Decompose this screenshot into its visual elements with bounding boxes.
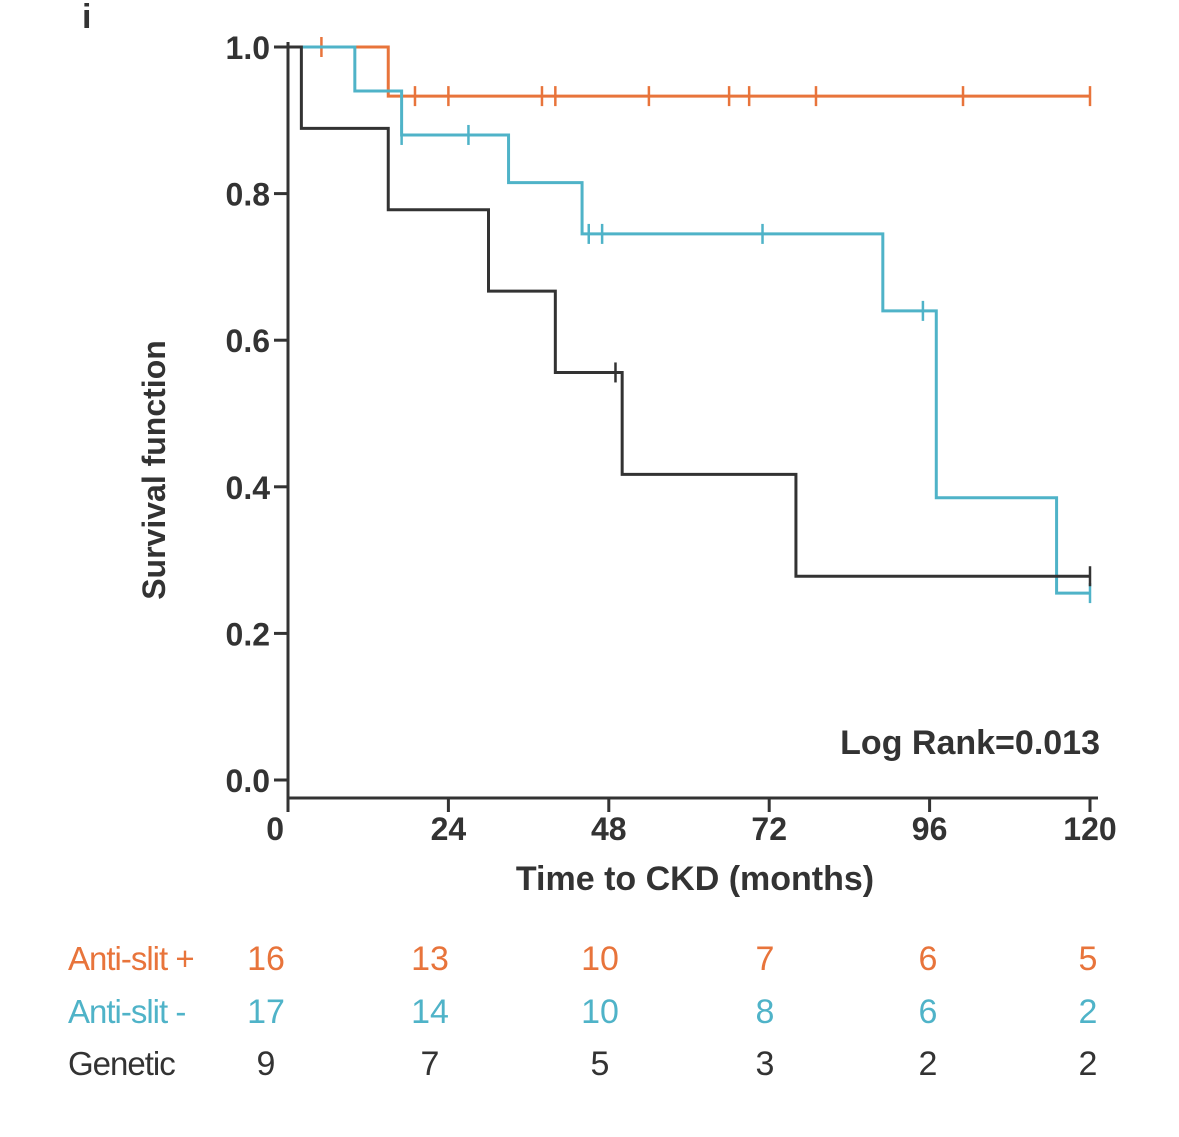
y-tick-label: 0.6 bbox=[226, 323, 270, 359]
risk-count: 10 bbox=[581, 940, 619, 978]
risk-count: 2 bbox=[1079, 1045, 1098, 1083]
survival-curve bbox=[288, 45, 1090, 98]
y-axis-title: Survival function bbox=[136, 340, 172, 600]
risk-count: 17 bbox=[247, 993, 285, 1031]
risk-count: 13 bbox=[411, 940, 449, 978]
risk-row-label: Anti-slit - bbox=[68, 993, 185, 1030]
series-layer bbox=[288, 37, 1092, 604]
survival-curve bbox=[288, 45, 1090, 578]
risk-row-label: Genetic bbox=[68, 1045, 175, 1082]
x-axis-title: Time to CKD (months) bbox=[516, 860, 874, 898]
x-tick-label: 0 bbox=[266, 811, 284, 847]
log-rank-annotation: Log Rank=0.013 bbox=[840, 724, 1100, 762]
risk-count: 7 bbox=[756, 940, 775, 978]
risk-count: 10 bbox=[581, 993, 619, 1031]
risk-count: 6 bbox=[919, 940, 938, 978]
risk-table: Anti-slit + 16 13 10 7 6 5 Anti-slit - 17 14 10 8 6 2… bbox=[68, 940, 1097, 1083]
risk-count: 6 bbox=[919, 993, 938, 1031]
risk-count: 8 bbox=[756, 993, 775, 1031]
axes: 0.0 0.2 0.4 0.6 0.8 1.0 0 24 48 72 96 120 bbox=[226, 30, 1117, 847]
y-tick-label: 0.8 bbox=[226, 177, 270, 213]
x-tick-label: 96 bbox=[912, 811, 948, 847]
series-anti-slit bbox=[288, 45, 1092, 604]
survival-curve bbox=[288, 45, 1090, 595]
series-genetic bbox=[288, 45, 1092, 587]
risk-count: 16 bbox=[247, 940, 285, 978]
risk-count: 3 bbox=[756, 1045, 775, 1083]
risk-count: 5 bbox=[591, 1045, 610, 1083]
x-tick-label: 24 bbox=[431, 811, 467, 847]
risk-count: 14 bbox=[411, 993, 449, 1031]
panel-label: i bbox=[82, 0, 91, 36]
y-tick-label: 0.2 bbox=[226, 616, 270, 652]
risk-count: 9 bbox=[257, 1045, 276, 1083]
y-tick-label: 1.0 bbox=[226, 30, 270, 66]
x-tick-label: 48 bbox=[591, 811, 627, 847]
y-tick-label: 0.0 bbox=[226, 763, 270, 799]
risk-count: 2 bbox=[919, 1045, 938, 1083]
risk-count: 5 bbox=[1079, 940, 1098, 978]
series-anti-slit bbox=[288, 37, 1092, 107]
y-tick-label: 0.4 bbox=[226, 470, 271, 506]
risk-count: 2 bbox=[1079, 993, 1098, 1031]
risk-row-label: Anti-slit + bbox=[68, 940, 194, 977]
risk-count: 7 bbox=[421, 1045, 440, 1083]
x-tick-label: 72 bbox=[751, 811, 787, 847]
x-tick-label: 120 bbox=[1063, 811, 1116, 847]
